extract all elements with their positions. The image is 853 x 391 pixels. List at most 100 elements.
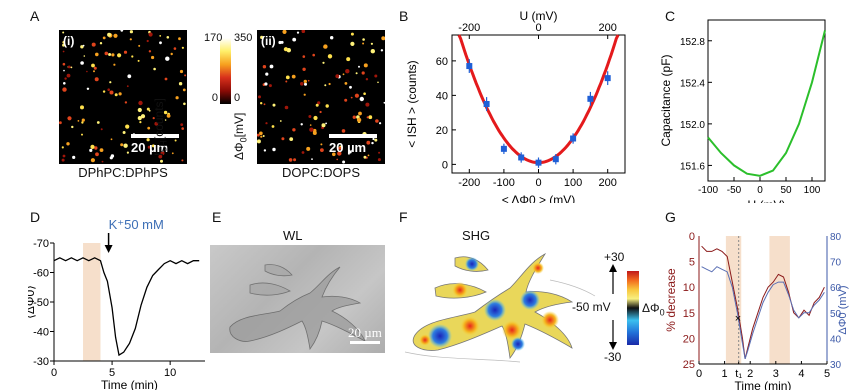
speckle-dot — [62, 159, 65, 162]
speckle-dot — [325, 123, 327, 125]
speckle-dot — [324, 84, 326, 86]
speckle-dot — [381, 49, 383, 51]
speckle-dot — [363, 92, 366, 95]
speckle-dot — [309, 128, 313, 132]
speckle-dot — [364, 63, 368, 67]
speckle-dot — [343, 73, 345, 75]
wl-title: WL — [283, 228, 303, 243]
speckle-dot — [358, 66, 360, 68]
speckle-dot — [110, 91, 114, 95]
speckle-dot — [306, 147, 310, 151]
series-line — [702, 267, 825, 359]
speckle-dot — [110, 156, 113, 159]
speckle-dot — [292, 75, 296, 79]
wl-image: 20 µm — [210, 245, 385, 353]
speckle-dot — [320, 148, 324, 152]
x-tick-label: -200 — [458, 177, 480, 189]
speckle-dot — [62, 87, 66, 91]
speckle-dot — [377, 82, 379, 84]
speckle-dot — [344, 99, 347, 102]
speckle-dot — [180, 70, 183, 73]
shg-potential-map — [400, 240, 600, 365]
speckle-dot — [120, 30, 123, 32]
y-tick-label: -60 — [33, 268, 49, 280]
speckle-dot — [316, 104, 319, 107]
speckle-dot — [292, 38, 296, 42]
speckle-dot — [127, 85, 129, 87]
potential-colorbar — [627, 271, 639, 345]
speckle-dot — [302, 30, 306, 33]
speckle-dot — [130, 38, 132, 40]
y-axis-label: < ISH > (counts) — [405, 60, 419, 147]
speckle-dot — [141, 114, 145, 118]
y-tick-label: 0 — [689, 231, 695, 243]
scale-bottom: -30 — [604, 350, 621, 364]
speckle-dot — [181, 127, 184, 130]
speckle-dot — [335, 74, 339, 78]
speckle-dot — [66, 142, 69, 145]
speckle-dot — [293, 158, 296, 161]
speckle-dot — [378, 158, 381, 161]
speckle-dot — [172, 152, 174, 154]
speckle-dot — [272, 125, 275, 128]
y2-tick-label: 40 — [830, 334, 842, 345]
speckle-dot — [289, 158, 293, 162]
x-tick-label: 100 — [804, 185, 821, 196]
speckle-dot — [125, 125, 129, 129]
data-point — [605, 75, 611, 81]
speckle-dot — [260, 102, 262, 104]
speckle-dot — [174, 47, 177, 50]
speckle-dot — [258, 95, 261, 98]
speckle-dot — [289, 137, 293, 141]
speckle-dot — [171, 53, 173, 55]
x-tick-label: 50 — [780, 185, 792, 196]
speckle-dot — [68, 66, 71, 69]
y2-tick-label: 70 — [830, 258, 842, 269]
y-tick-label: 25 — [683, 359, 695, 371]
panel-label-e: E — [212, 209, 221, 225]
colorbar — [220, 38, 231, 104]
speckle-dot — [113, 34, 117, 38]
speckle-dot — [67, 116, 71, 120]
speckle-dot — [83, 45, 85, 47]
data-point — [501, 146, 507, 152]
speckle-dot — [265, 73, 268, 76]
x2-axis-label: U (mV) — [520, 9, 558, 23]
capacitance-line — [708, 30, 825, 175]
x-tick-label: 0 — [757, 185, 763, 196]
data-point — [536, 160, 542, 166]
speckle-dot — [108, 53, 111, 56]
wl-scale-bar — [350, 341, 380, 344]
caption-i: DPhPC:DPhPS — [59, 164, 187, 182]
fit-curve — [459, 35, 618, 163]
speckle-dot — [302, 151, 305, 154]
speckle-dot — [63, 63, 66, 66]
speckle-dot — [138, 101, 142, 105]
speckle-dot — [303, 55, 306, 58]
speckle-dot — [312, 54, 315, 57]
speckle-dot — [264, 103, 266, 105]
speckle-dot — [62, 146, 64, 148]
x-tick-label: 1 — [722, 368, 728, 380]
speckle-dot — [326, 104, 329, 107]
speckle-dot — [362, 38, 365, 41]
speckle-dot — [92, 43, 96, 47]
speckle-dot — [374, 75, 377, 78]
speckle-dot — [328, 54, 332, 58]
speckle-dot — [123, 144, 127, 148]
y-axis-label: Capacitance (pF) — [660, 54, 673, 146]
speckle-dot — [297, 32, 299, 34]
speckle-dot — [300, 82, 304, 86]
x-tick-label: 0 — [535, 177, 541, 189]
speckle-dot — [86, 71, 88, 73]
speckle-dot — [368, 115, 372, 119]
x-tick-label: -100 — [698, 185, 718, 196]
y-tick-label: 152.0 — [680, 120, 705, 131]
y-tick-label: 0 — [442, 159, 448, 171]
speckle-dot — [178, 37, 181, 40]
y2-tick-label: 30 — [830, 360, 842, 371]
speckle-dot — [94, 67, 97, 70]
shaded-region — [83, 243, 100, 361]
arrow-head — [105, 245, 113, 253]
